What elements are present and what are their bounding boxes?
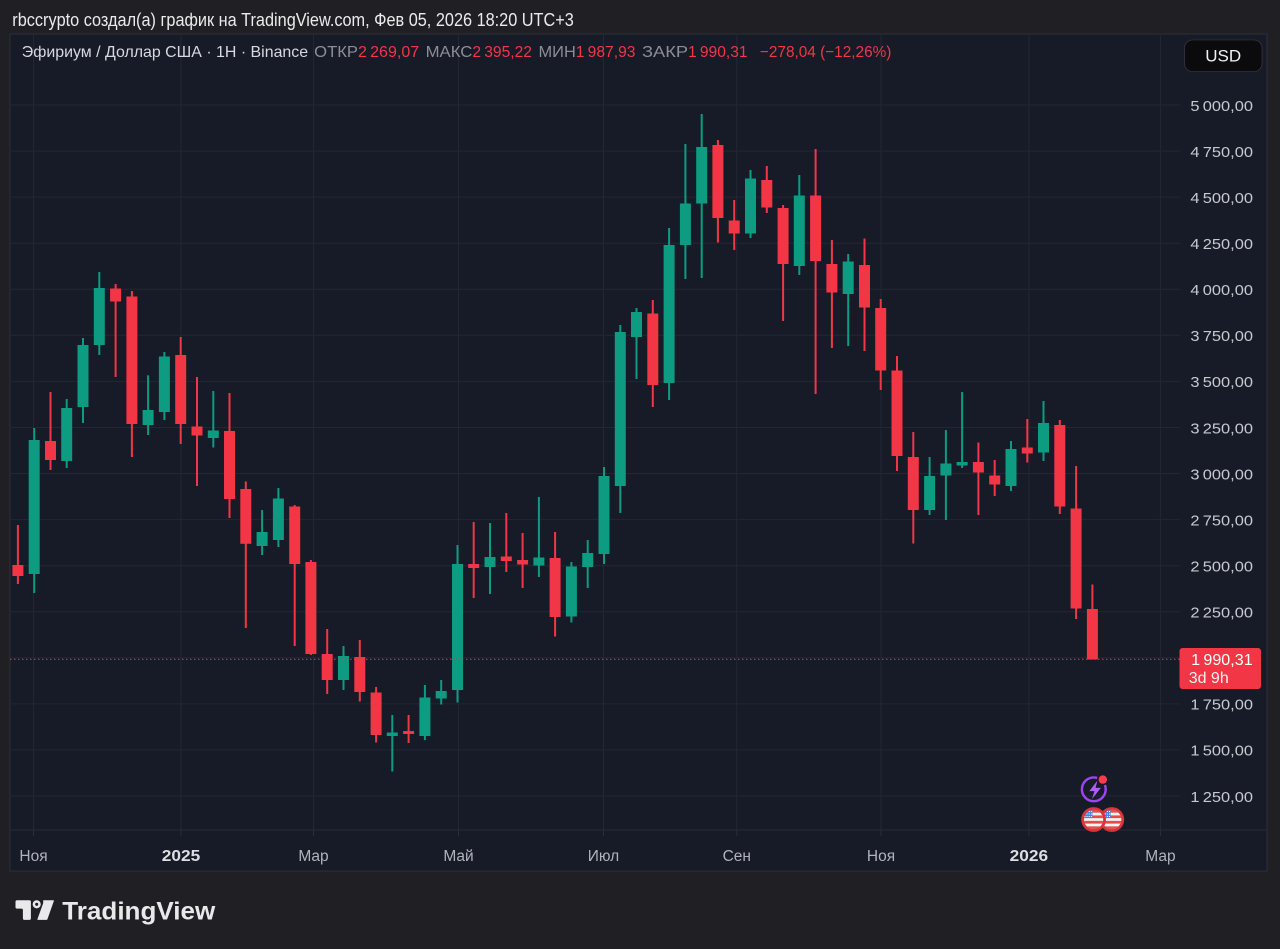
svg-text:1 987,93: 1 987,93 bbox=[576, 44, 636, 61]
svg-text:3 000,00: 3 000,00 bbox=[1190, 466, 1253, 483]
svg-text:Ноя: Ноя bbox=[19, 848, 47, 865]
svg-text:1 990,31: 1 990,31 bbox=[688, 44, 748, 61]
svg-text:1 990,31: 1 990,31 bbox=[1191, 652, 1253, 669]
svg-text:4 500,00: 4 500,00 bbox=[1190, 190, 1253, 207]
svg-text:Мар: Мар bbox=[1145, 848, 1175, 865]
svg-text:Июл: Июл bbox=[588, 848, 619, 865]
svg-text:МАКС: МАКС bbox=[426, 44, 473, 61]
svg-text:Мар: Мар bbox=[298, 848, 328, 865]
svg-text:2 500,00: 2 500,00 bbox=[1190, 559, 1253, 576]
svg-text:2 269,07: 2 269,07 bbox=[358, 44, 419, 61]
svg-text:rbccrypto создал(а) график на: rbccrypto создал(а) график на TradingVie… bbox=[12, 10, 574, 30]
svg-text:2026: 2026 bbox=[1010, 848, 1049, 865]
svg-text:2 750,00: 2 750,00 bbox=[1190, 512, 1253, 529]
svg-text:TradingView: TradingView bbox=[62, 897, 216, 925]
svg-text:3 250,00: 3 250,00 bbox=[1190, 420, 1253, 437]
svg-text:4 250,00: 4 250,00 bbox=[1190, 236, 1253, 253]
svg-text:USD: USD bbox=[1205, 47, 1241, 66]
svg-text:3d 9h: 3d 9h bbox=[1189, 670, 1229, 687]
svg-text:ОТКР: ОТКР bbox=[314, 44, 358, 61]
svg-text:ЗАКР: ЗАКР bbox=[642, 44, 688, 61]
svg-text:3 750,00: 3 750,00 bbox=[1190, 328, 1253, 345]
svg-text:Эфириум / Доллар США · 1H · Bi: Эфириум / Доллар США · 1H · Binance bbox=[22, 44, 308, 61]
svg-text:3 500,00: 3 500,00 bbox=[1190, 374, 1253, 391]
svg-text:2 395,22: 2 395,22 bbox=[472, 44, 532, 61]
svg-text:МИН: МИН bbox=[539, 44, 576, 61]
svg-text:1 250,00: 1 250,00 bbox=[1190, 789, 1253, 806]
svg-text:1 750,00: 1 750,00 bbox=[1190, 697, 1253, 714]
svg-text:5 000,00: 5 000,00 bbox=[1190, 98, 1253, 115]
svg-text:Ноя: Ноя bbox=[867, 848, 895, 865]
svg-text:4 750,00: 4 750,00 bbox=[1190, 144, 1253, 161]
svg-text:1 500,00: 1 500,00 bbox=[1190, 743, 1253, 760]
svg-text:4 000,00: 4 000,00 bbox=[1190, 282, 1253, 299]
svg-text:Май: Май bbox=[443, 848, 473, 865]
svg-text:2 250,00: 2 250,00 bbox=[1190, 605, 1253, 622]
svg-text:2025: 2025 bbox=[162, 848, 201, 865]
svg-text:Сен: Сен bbox=[723, 848, 751, 865]
svg-text:−278,04 (−12,26%): −278,04 (−12,26%) bbox=[760, 44, 892, 61]
